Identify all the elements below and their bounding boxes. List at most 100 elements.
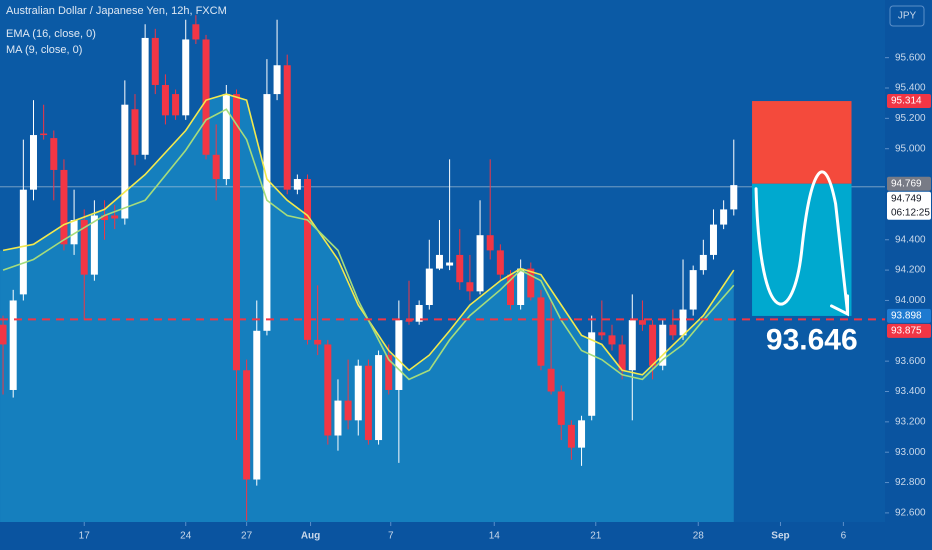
candle-body bbox=[567, 424, 575, 448]
candle-body bbox=[699, 254, 707, 271]
currency-box[interactable] bbox=[889, 5, 925, 27]
price-tag bbox=[887, 308, 931, 323]
candle-body bbox=[557, 391, 565, 425]
forecast-curve bbox=[754, 170, 850, 314]
currency[interactable]: JPY bbox=[898, 11, 917, 22]
candle-body bbox=[60, 169, 68, 245]
stop-zone bbox=[752, 101, 852, 184]
y-tick-label: 92.600 bbox=[895, 508, 926, 519]
y-tick-label: 94.400 bbox=[895, 234, 926, 245]
candle-body bbox=[364, 365, 372, 441]
price-tag bbox=[887, 94, 931, 109]
candle-body bbox=[314, 339, 322, 345]
y-tick-label: 93.600 bbox=[895, 356, 926, 367]
time-axis bbox=[0, 522, 932, 550]
candle-body bbox=[172, 94, 180, 116]
forecast-arrowhead bbox=[830, 294, 850, 317]
candle-body bbox=[638, 320, 646, 325]
price-tag-label: 94.749 bbox=[891, 193, 922, 204]
candle-body bbox=[29, 135, 37, 190]
candle-body bbox=[405, 320, 413, 322]
x-tick-label: Sep bbox=[771, 531, 789, 542]
candle-body bbox=[334, 400, 342, 436]
candle-body bbox=[263, 94, 271, 331]
y-tick-label: 95.400 bbox=[895, 83, 926, 94]
candle-body bbox=[202, 39, 210, 155]
candle-body bbox=[101, 215, 109, 221]
candle-body bbox=[50, 138, 58, 170]
price-tag bbox=[887, 323, 931, 338]
candle-body bbox=[456, 254, 464, 283]
candle-body bbox=[385, 355, 393, 390]
candle-body bbox=[395, 320, 403, 390]
candle-body bbox=[425, 268, 433, 306]
chart-title: Australian Dollar / Japanese Yen, 12h, F… bbox=[6, 5, 227, 17]
candle-body bbox=[578, 420, 586, 448]
ema-area bbox=[0, 94, 734, 523]
candle-body bbox=[435, 254, 443, 269]
candle-body bbox=[669, 324, 677, 336]
y-tick-label: 95.000 bbox=[895, 143, 926, 154]
candle-body bbox=[283, 65, 291, 190]
candle-body bbox=[121, 104, 129, 219]
candle-body bbox=[304, 179, 312, 340]
plot-area bbox=[0, 15, 885, 523]
candle-body bbox=[151, 37, 159, 85]
candle-body bbox=[212, 154, 220, 180]
y-tick-label: 95.600 bbox=[895, 52, 926, 63]
candle-body bbox=[537, 297, 545, 366]
candle-body bbox=[547, 368, 555, 392]
candle-body bbox=[222, 94, 230, 180]
x-tick-label: 6 bbox=[841, 531, 847, 542]
candle-body bbox=[689, 270, 697, 310]
candle-body bbox=[709, 224, 717, 255]
x-tick-label: 28 bbox=[693, 531, 705, 542]
indicator-line bbox=[2, 108, 735, 381]
y-tick-label: 93.200 bbox=[895, 416, 926, 427]
candle-body bbox=[598, 332, 606, 336]
candle-body bbox=[527, 268, 535, 298]
candle-body bbox=[243, 370, 251, 480]
y-tick-label: 94.000 bbox=[895, 295, 926, 306]
price-tag-label: 93.875 bbox=[891, 326, 922, 337]
price-tag bbox=[887, 176, 931, 191]
candle-body bbox=[232, 94, 240, 371]
candle-body bbox=[496, 250, 504, 275]
price-axis bbox=[885, 0, 932, 550]
price-tag bbox=[887, 191, 931, 220]
x-tick-label: 14 bbox=[489, 531, 501, 542]
candle-body bbox=[628, 320, 636, 371]
price-tag-label: 95.314 bbox=[891, 96, 922, 107]
candle-body bbox=[730, 185, 738, 210]
candle-body bbox=[19, 189, 27, 295]
candle-body bbox=[70, 220, 78, 245]
candle-body bbox=[131, 109, 139, 155]
candle-body bbox=[608, 335, 616, 345]
y-tick-label: 92.800 bbox=[895, 477, 926, 488]
candle-body bbox=[659, 324, 667, 366]
candle-body bbox=[649, 324, 657, 366]
candle-body bbox=[253, 330, 261, 480]
candle-body bbox=[273, 65, 281, 95]
candle-body bbox=[324, 344, 332, 436]
candle-body bbox=[466, 282, 474, 292]
candle-body bbox=[161, 84, 169, 116]
y-tick-label: 93.400 bbox=[895, 386, 926, 397]
x-tick-label: 7 bbox=[388, 531, 394, 542]
candle-body bbox=[344, 400, 352, 421]
target-annotation: 93.646 bbox=[766, 323, 858, 356]
x-tick-label: 17 bbox=[79, 531, 91, 542]
candle-body bbox=[476, 235, 484, 292]
candle-body bbox=[9, 300, 17, 390]
candle-body bbox=[506, 274, 514, 306]
price-tag-label: 93.898 bbox=[891, 311, 922, 322]
candle-body bbox=[486, 235, 494, 251]
candle-body bbox=[618, 344, 626, 371]
x-tick-label: 21 bbox=[590, 531, 602, 542]
countdown-label: 06:12:25 bbox=[891, 207, 930, 218]
candle-body bbox=[588, 332, 596, 416]
candle-body bbox=[90, 215, 98, 275]
legend-entry: EMA (16, close, 0) bbox=[6, 28, 96, 40]
x-tick-label: 24 bbox=[180, 531, 192, 542]
